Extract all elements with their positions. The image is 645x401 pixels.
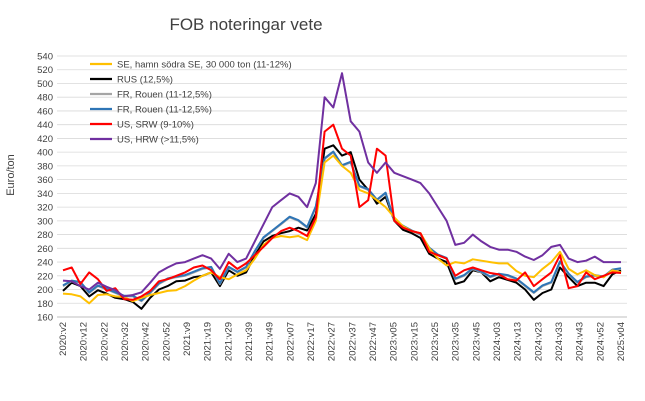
x-tick-label: 2021:v19: [203, 322, 214, 361]
x-tick-label: 2021:v29: [223, 322, 234, 361]
x-tick-label: 2024:v23: [533, 322, 544, 361]
legend-label: FR, Rouen (11-12,5%): [117, 105, 212, 116]
x-tick-label: 2020:v42: [141, 322, 152, 361]
y-tick-label: 160: [37, 313, 53, 324]
legend-label: RUS (12,5%): [117, 75, 173, 86]
y-tick-label: 340: [37, 189, 53, 200]
series-line: [62, 154, 622, 305]
x-tick-label: 2021:v49: [265, 322, 276, 361]
x-tick-label: 2023:v15: [409, 322, 420, 361]
series-line: [62, 144, 622, 310]
x-tick-label: 2020:v52: [161, 322, 172, 361]
series-line: [62, 151, 622, 303]
x-tick-label: 2020:v32: [120, 322, 131, 361]
legend-label: SE, hamn södra SE, 30 000 ton (11-12%): [117, 60, 292, 71]
y-tick-label: 500: [37, 79, 53, 90]
x-tick-label: 2020:v22: [99, 322, 110, 361]
x-tick-label: 2023:v05: [389, 322, 400, 361]
y-tick-label: 300: [37, 216, 53, 227]
y-tick-label: 260: [37, 244, 53, 255]
legend-label: US, HRW (>11,5%): [117, 135, 199, 146]
x-tick-label: 2022:v07: [285, 322, 296, 361]
x-tick-label: 2022:v37: [347, 322, 358, 361]
y-tick-label: 320: [37, 203, 53, 214]
y-tick-label: 460: [37, 106, 53, 117]
y-tick-label: 280: [37, 230, 53, 241]
y-tick-label: 180: [37, 299, 53, 310]
x-tick-label: 2024:v52: [595, 322, 606, 361]
x-tick-label: 2023:v45: [471, 322, 482, 361]
y-tick-label: 220: [37, 271, 53, 282]
x-tick-label: 2025:v04: [616, 322, 627, 361]
legend-label: US, SRW (9-10%): [117, 120, 194, 131]
y-tick-label: 420: [37, 134, 53, 145]
chart-title: FOB noteringar vete: [169, 15, 322, 34]
y-tick-label: 360: [37, 175, 53, 186]
x-tick-label: 2024:v13: [513, 322, 524, 361]
legend: SE, hamn södra SE, 30 000 ton (11-12%) RU…: [90, 60, 292, 146]
y-tick-label: 380: [37, 161, 53, 172]
x-tick-label: 2021:v9: [182, 322, 193, 356]
x-tick-label: 2023:v35: [451, 322, 462, 361]
x-tick-label: 2022:v47: [368, 322, 379, 361]
y-tick-label: 440: [37, 120, 53, 131]
x-tick-label: 2024:v03: [492, 322, 503, 361]
y-tick-label: 520: [37, 65, 53, 76]
y-tick-label: 480: [37, 93, 53, 104]
x-tick-label: 2024:v33: [554, 322, 565, 361]
x-tick-label: 2022:v17: [306, 322, 317, 361]
x-tick-label: 2020:v12: [79, 322, 90, 361]
y-axis-title: Euro/ton: [5, 154, 17, 196]
y-tick-label: 200: [37, 285, 53, 296]
x-tick-label: 2021:v39: [244, 322, 255, 361]
series-line: [62, 72, 621, 298]
y-tick-label: 540: [37, 52, 53, 63]
x-tick-label: 2022:v27: [327, 322, 338, 361]
legend-label: FR, Rouen (11-12,5%): [117, 90, 212, 101]
x-tick-label: 2023:v25: [430, 322, 441, 361]
x-axis: 2020:v2 2020:v12 2020:v22 2020:v32 2020:v42 2…: [57, 316, 627, 361]
x-tick-label: 2024:v43: [575, 322, 586, 361]
y-tick-label: 400: [37, 148, 53, 159]
grid-lines: [57, 55, 627, 318]
series-layer: [62, 72, 622, 310]
series-line: [62, 150, 622, 302]
y-axis: 160 180 200 220 240 260 280 300 320 340 360 380 400 4…: [37, 52, 53, 324]
series-line: [62, 123, 622, 301]
y-tick-label: 240: [37, 258, 53, 269]
x-tick-label: 2020:v2: [58, 322, 69, 356]
